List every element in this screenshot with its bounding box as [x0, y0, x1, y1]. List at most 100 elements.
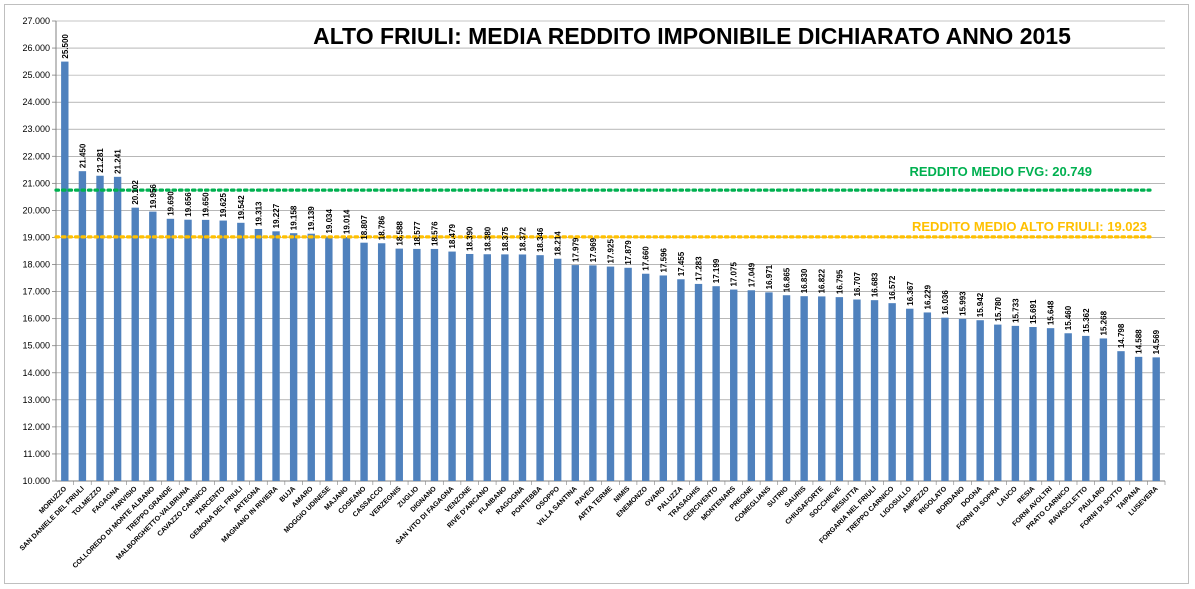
- bar: [61, 61, 69, 482]
- bar: [113, 176, 122, 481]
- bar: [501, 254, 509, 481]
- data-label: 18.390: [466, 226, 475, 251]
- bar: [606, 266, 615, 481]
- bar: [677, 279, 685, 481]
- data-label: 18.375: [501, 226, 510, 251]
- data-label: 15.993: [959, 291, 968, 316]
- y-tick-label: 23.000: [22, 124, 50, 134]
- data-label: 25.500: [61, 34, 70, 59]
- data-label: 16.971: [765, 264, 774, 289]
- bar: [870, 300, 879, 481]
- bar: [483, 254, 491, 481]
- data-labels: 25.500 21.450 21.281 21.241 20.102 19.956 19.6…: [61, 34, 1161, 355]
- bar: [730, 289, 738, 481]
- y-tick-labels: 10.000 11.000 12.000 13.000 14.000 15.000 16.0…: [22, 16, 50, 486]
- bar: [518, 254, 527, 481]
- data-label: 17.283: [695, 256, 704, 281]
- bar: [395, 248, 403, 481]
- data-label: 17.660: [642, 246, 651, 271]
- data-label: 19.158: [290, 205, 299, 230]
- bar: [1046, 328, 1055, 481]
- x-tick-label: LAUCO: [996, 485, 1019, 508]
- data-label: 16.572: [888, 275, 897, 300]
- bar: [589, 265, 597, 481]
- y-tick-label: 19.000: [22, 232, 50, 242]
- data-label: 15.362: [1082, 308, 1091, 333]
- data-label: 17.979: [571, 237, 580, 262]
- data-label: 15.460: [1064, 305, 1073, 330]
- data-label: 16.830: [800, 268, 809, 293]
- data-label: 19.313: [254, 201, 263, 226]
- data-label: 18.479: [448, 224, 457, 249]
- data-label: 17.075: [730, 262, 739, 287]
- bar: [131, 207, 139, 481]
- y-tick-label: 26.000: [22, 43, 50, 53]
- bar: [923, 312, 932, 481]
- bar: [747, 290, 756, 481]
- bar: [201, 219, 210, 481]
- bar: [888, 303, 896, 481]
- bar: [571, 265, 579, 481]
- data-label: 17.049: [747, 262, 756, 287]
- data-label: 19.690: [166, 191, 175, 216]
- reference-lines: [54, 188, 1152, 239]
- bar: [272, 231, 280, 481]
- bar: [976, 320, 984, 481]
- bar: [1082, 335, 1090, 481]
- y-tick-label: 10.000: [22, 476, 50, 486]
- y-tick-label: 17.000: [22, 287, 50, 297]
- data-label: 20.102: [131, 180, 140, 205]
- data-label: 17.199: [712, 258, 721, 283]
- bar: [1117, 351, 1125, 481]
- bar: [413, 248, 421, 481]
- data-label: 15.691: [1029, 299, 1038, 324]
- data-label: 19.014: [342, 209, 351, 234]
- data-label: 16.707: [853, 271, 862, 296]
- data-label: 19.956: [149, 184, 158, 209]
- bar: [659, 275, 668, 481]
- data-label: 14.569: [1152, 329, 1161, 354]
- bar: [712, 286, 720, 481]
- data-label: 18.577: [413, 221, 422, 246]
- bar: [1099, 338, 1108, 481]
- bar: [237, 222, 245, 482]
- data-label: 19.625: [219, 193, 228, 218]
- data-label: 17.455: [677, 251, 686, 276]
- data-label: 19.542: [237, 195, 246, 220]
- chart-title: ALTO FRIULI: MEDIA REDDITO IMPONIBILE DI…: [313, 23, 1071, 49]
- data-label: 16.367: [906, 281, 915, 306]
- data-label: 19.650: [202, 192, 211, 217]
- y-tick-label: 14.000: [22, 368, 50, 378]
- bar: [958, 318, 967, 481]
- data-label: 18.807: [360, 215, 369, 240]
- data-label: 17.879: [624, 240, 633, 265]
- data-label: 17.596: [659, 247, 668, 272]
- data-label: 21.450: [78, 143, 87, 168]
- bar: [166, 218, 175, 482]
- data-label: 15.780: [994, 297, 1003, 322]
- data-label: 15.268: [1099, 310, 1108, 335]
- bar: [219, 220, 227, 481]
- y-tick-label: 12.000: [22, 422, 50, 432]
- bar: [448, 251, 456, 481]
- bar: [1064, 333, 1072, 481]
- bar: [782, 295, 791, 481]
- data-label: 16.865: [783, 267, 792, 292]
- y-tick-label: 16.000: [22, 314, 50, 324]
- y-tick-label: 22.000: [22, 151, 50, 161]
- bar: [906, 308, 914, 481]
- data-label: 18.346: [536, 227, 545, 252]
- bar: [184, 219, 192, 481]
- bar: [465, 253, 474, 481]
- bar: [377, 243, 386, 481]
- y-tick-label: 13.000: [22, 395, 50, 405]
- y-tick-label: 24.000: [22, 97, 50, 107]
- data-label: 21.241: [114, 149, 123, 174]
- bar: [853, 299, 861, 481]
- data-label: 15.733: [1011, 298, 1020, 323]
- bar: [553, 258, 562, 481]
- data-label: 18.380: [483, 226, 492, 251]
- data-label: 18.214: [554, 231, 563, 256]
- bar: [624, 267, 632, 481]
